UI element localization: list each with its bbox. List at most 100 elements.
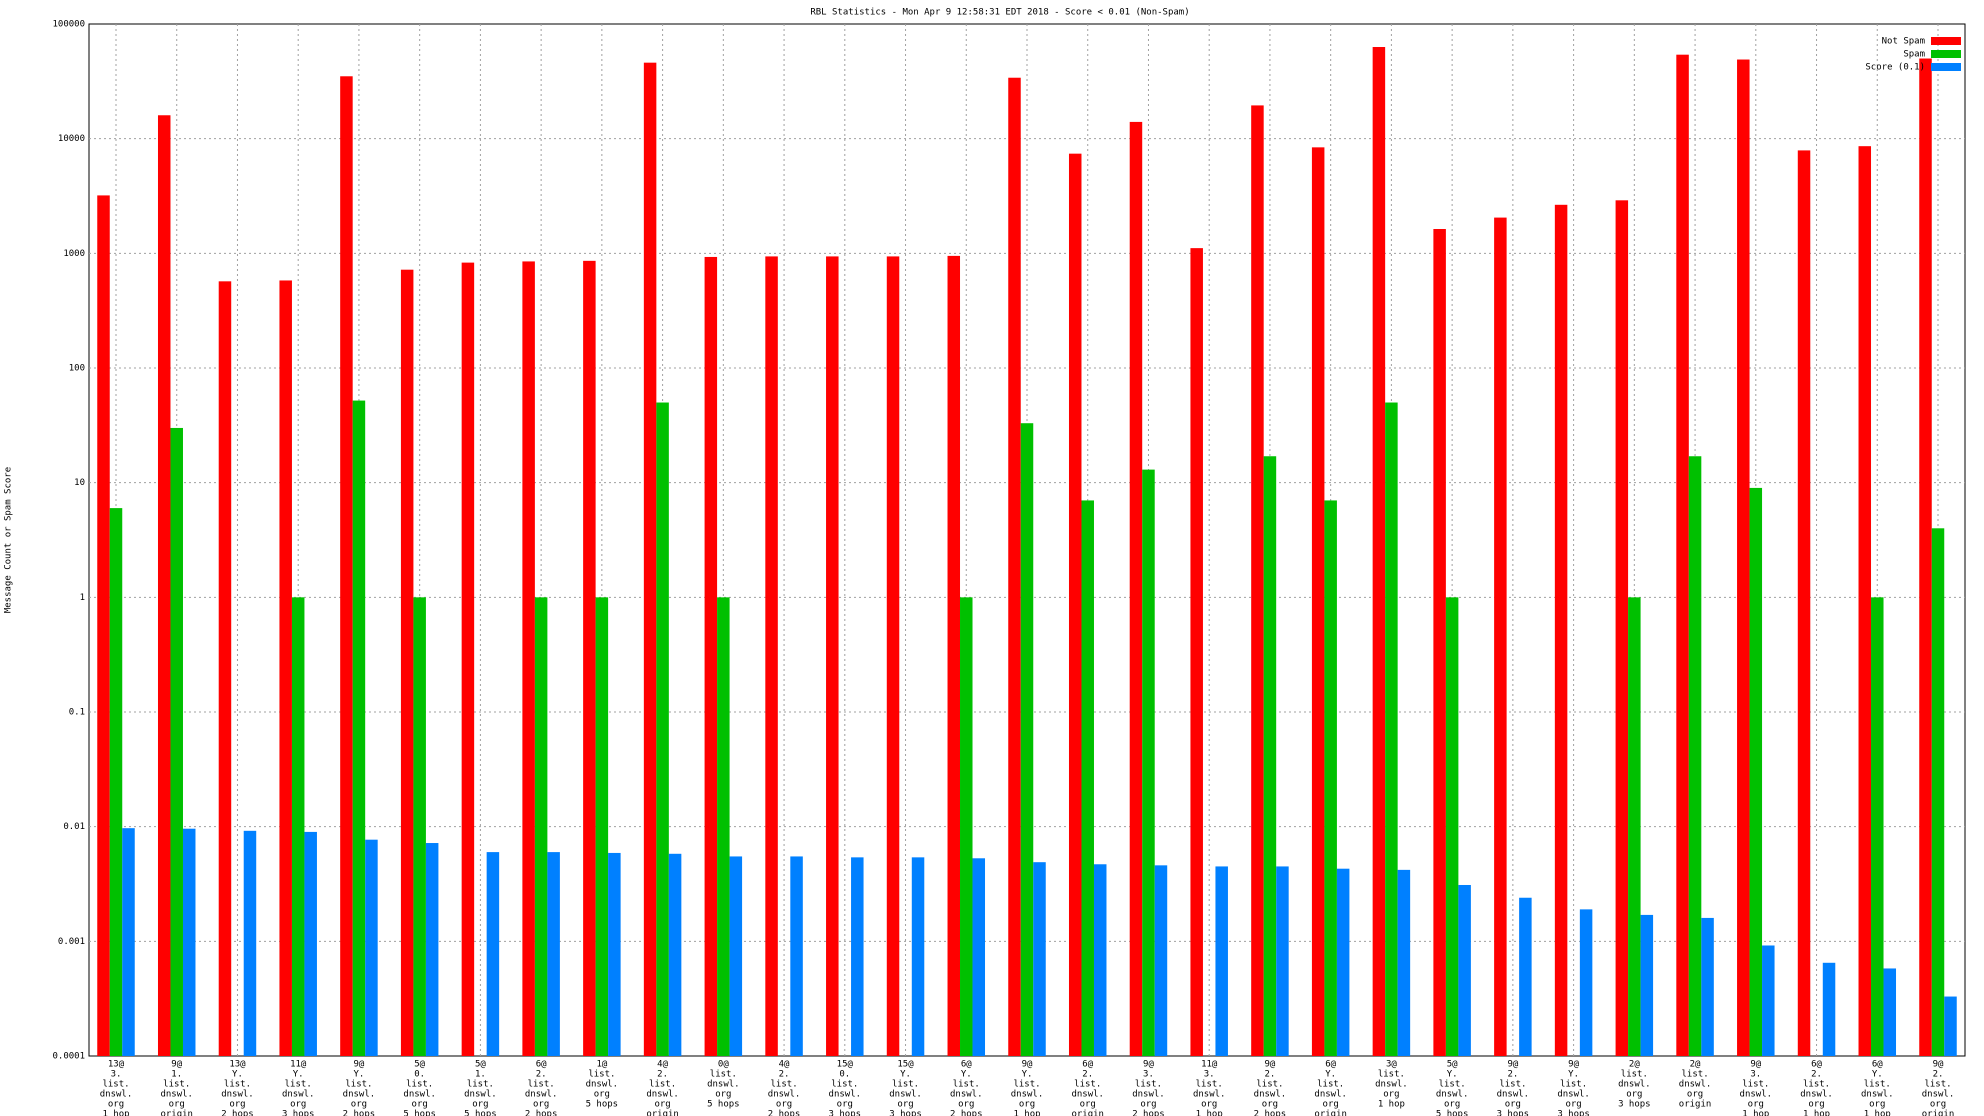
x-tick-label: list. [1864,1080,1891,1090]
bar [109,508,123,1056]
x-tick-label: org [594,1090,610,1100]
x-tick-label: 1@ [596,1060,607,1070]
bar [425,843,439,1056]
bar [1640,914,1654,1056]
bar [1628,597,1641,1056]
x-tick-label: 0. [839,1070,850,1080]
x-tick-label: org [472,1100,488,1110]
x-tick-label: 1. [475,1070,486,1080]
bar [291,597,305,1056]
x-tick-label: 1. [171,1070,182,1080]
bar [486,852,500,1056]
x-tick-label: list. [953,1080,980,1090]
x-tick-label: 5 hops [707,1100,740,1110]
x-tick-label: org [1687,1090,1703,1100]
x-tick-label: 3. [1204,1070,1215,1080]
x-tick-label: org [1444,1100,1460,1110]
x-tick-label: 9@ [1933,1060,1944,1070]
bar [340,76,353,1056]
bar [1081,500,1094,1056]
x-tick-label: 3 hops [829,1110,862,1116]
x-tick-label: org [108,1100,124,1110]
x-tick-label: list. [163,1080,190,1090]
x-tick-label: 9@ [1750,1060,1761,1070]
bar [1397,869,1411,1056]
x-tick-label: 13@ [108,1060,125,1070]
bar [1858,146,1872,1057]
x-tick-label: list. [1499,1080,1526,1090]
bar [122,828,135,1056]
bar [1324,500,1337,1056]
x-tick-label: 15@ [897,1060,914,1070]
x-tick-label: dnswl. [829,1090,862,1100]
x-tick-label: 1 hop [1013,1110,1040,1116]
x-tick-label: 2 hops [1254,1110,1287,1116]
x-tick-label: 2. [779,1070,790,1080]
bar [352,400,366,1056]
x-tick-label: org [229,1100,245,1110]
x-tick-label: 3 hops [1497,1110,1530,1116]
x-tick-label: 2. [1265,1070,1276,1080]
x-tick-label: org [1869,1100,1885,1110]
x-tick-label: 3. [1143,1070,1154,1080]
bar [1020,423,1034,1056]
bar [1458,884,1471,1056]
y-tick-label: 0.001 [58,937,85,947]
x-tick-label: Y. [900,1070,911,1080]
x-tick-label: 2 hops [950,1110,983,1116]
x-tick-label: origin [1679,1100,1712,1110]
bar [157,115,171,1056]
x-tick-label: org [169,1100,185,1110]
legend-label: Score (0.1) [1865,63,1925,73]
x-tick-label: dnswl. [1132,1090,1165,1100]
x-tick-label: list. [1682,1070,1709,1080]
x-tick-label: dnswl. [282,1090,315,1100]
y-tick-label: 0.1 [69,708,85,718]
x-tick-label: 0@ [718,1060,729,1070]
x-tick-label: dnswl. [1254,1090,1287,1100]
bar [400,269,414,1057]
bar [97,195,110,1056]
x-tick-label: list. [892,1080,919,1090]
x-tick-label: dnswl. [160,1090,193,1100]
x-tick-label: Y. [1568,1070,1579,1080]
bar [583,260,596,1056]
x-tick-label: dnswl. [646,1090,679,1100]
x-tick-label: dnswl. [586,1080,619,1090]
x-tick-label: 6@ [536,1060,547,1070]
x-tick-label: list. [1378,1070,1405,1080]
chart-title: RBL Statistics - Mon Apr 9 12:58:31 EDT … [810,8,1189,18]
x-tick-label: dnswl. [1497,1090,1530,1100]
x-tick-label: org [958,1100,974,1110]
x-tick-label: 6@ [1811,1060,1822,1070]
x-tick-label: org [1383,1090,1399,1100]
bar [1154,865,1168,1056]
y-tick-label: 100 [69,364,85,374]
x-tick-label: list. [406,1080,433,1090]
x-tick-label: 13@ [229,1060,246,1070]
x-tick-label: list. [345,1080,372,1090]
x-tick-label: 2. [657,1070,668,1080]
bar [1919,58,1932,1056]
bar [1215,866,1228,1056]
x-tick-label: org [1140,1100,1156,1110]
bar [595,597,609,1056]
bar [656,402,669,1057]
y-tick-label: 10000 [58,134,85,144]
bar [851,857,864,1056]
x-tick-label: dnswl. [1740,1090,1773,1100]
x-tick-label: org [1201,1100,1217,1110]
x-tick-label: 2@ [1629,1060,1640,1070]
x-tick-label: dnswl. [1436,1090,1469,1100]
x-tick-label: 0. [414,1070,425,1080]
x-tick-label: Y. [293,1070,304,1080]
x-tick-label: dnswl. [768,1090,801,1100]
x-tick-label: org [1930,1100,1946,1110]
bar [668,853,682,1056]
x-tick-label: 1 hop [102,1110,129,1116]
x-tick-label: list. [1135,1080,1162,1090]
x-tick-label: 9@ [1568,1060,1579,1070]
bar [1871,597,1884,1056]
x-tick-label: 5 hops [1436,1110,1469,1116]
